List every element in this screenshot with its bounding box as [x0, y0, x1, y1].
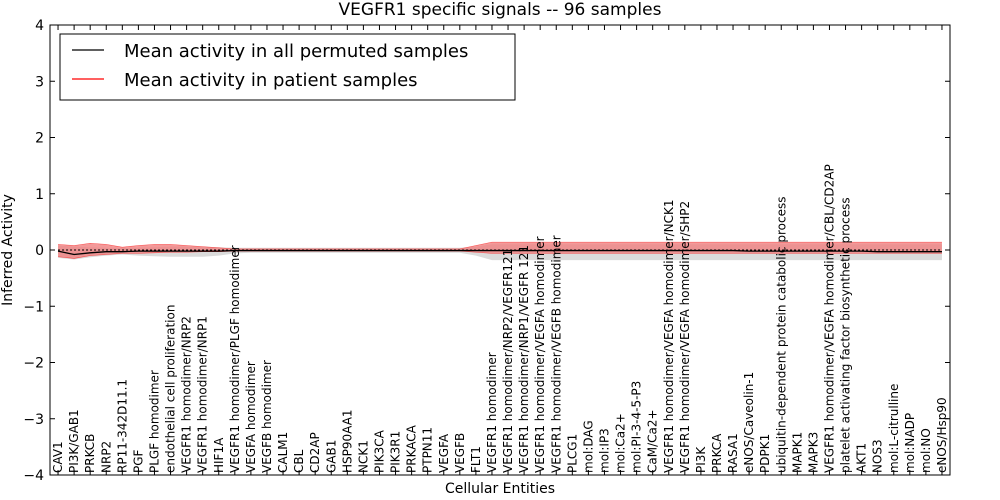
x-tick-label: PIK3R1	[389, 431, 403, 473]
x-tick-label: NCK1	[356, 440, 370, 473]
x-tick-label: VEGFR1 homodimer/VEGFB homodimer	[549, 235, 563, 473]
x-tick-label: AKT1	[855, 443, 869, 473]
legend-label-permuted: Mean activity in all permuted samples	[124, 41, 468, 62]
x-tick-label: PLCG1	[565, 434, 579, 473]
x-tick-label: RP11-342D11.1	[115, 379, 129, 473]
x-tick-label: PLGF homodimer	[147, 370, 161, 473]
x-tick-label: mol:DAG	[581, 420, 595, 473]
y-tick-label: 0	[35, 243, 44, 259]
x-tick-label: eNOS/Hsp90	[935, 397, 949, 473]
x-tick-label: PRKCB	[83, 434, 97, 473]
x-tick-label: VEGFR1 homodimer/VEGFA homodimer/CBL/CD2…	[822, 164, 836, 473]
y-tick-label: 1	[35, 187, 44, 203]
x-tick-label: PTPN11	[421, 427, 435, 473]
x-tick-label: CaM/Ca2+	[646, 409, 660, 473]
x-tick-label: VEGFR1 homodimer/NRP2	[180, 316, 194, 473]
x-tick-label: mol:NADP	[903, 413, 917, 473]
x-tick-label: NRP2	[99, 441, 113, 473]
x-tick-label: PRKCA	[710, 433, 724, 473]
x-tick-label: CALM1	[276, 432, 290, 473]
x-tick-label: VEGFA	[437, 433, 451, 473]
x-tick-label: VEGFR1 homodimer/VEGFA homodimer/NCK1	[662, 199, 676, 473]
x-tick-label: NOS3	[871, 439, 885, 473]
x-tick-label: PRKACA	[405, 424, 419, 473]
patient-upper-edge	[58, 241, 942, 250]
x-tick-label: MAPK3	[806, 432, 820, 473]
y-tick-label: 3	[35, 74, 44, 90]
x-tick-label: mol:Ca2+	[614, 413, 628, 473]
y-tick-label: 2	[35, 131, 44, 147]
x-tick-label: mol:PI-3-4-5-P3	[630, 381, 644, 473]
x-tick-label: VEGFR1 homodimer/VEGFA homodimer/SHP2	[678, 201, 692, 473]
legend: Mean activity in all permuted samples Me…	[59, 33, 516, 101]
x-tick-label: VEGFR1 homodimer/NRP1	[196, 316, 210, 473]
x-tick-label: mol:IP3	[597, 428, 611, 473]
x-tick-label: MAPK1	[790, 432, 804, 473]
x-tick-label: VEGFA homodimer	[244, 361, 258, 473]
y-axis-title: Inferred Activity	[0, 194, 16, 306]
y-tick-label: −3	[23, 412, 44, 428]
x-tick-label: VEGFR1 homodimer/VEGFA homodimer	[533, 236, 547, 473]
x-tick-label: ubiquitin-dependent protein catabolic pr…	[774, 197, 788, 473]
x-tick-label: RASA1	[726, 433, 740, 473]
y-tick-label: −4	[23, 468, 44, 484]
x-tick-label: eNOS/Caveolin-1	[742, 372, 756, 473]
x-tick-label: PDPK1	[758, 434, 772, 473]
x-tick-label: HIF1A	[212, 437, 226, 473]
x-tick-label: mol:L-citrulline	[887, 384, 901, 473]
y-tick-label: 4	[35, 18, 44, 34]
x-tick-label: FLT1	[469, 446, 483, 473]
x-tick-label: HSP90AA1	[340, 409, 354, 473]
x-tick-label: PI3K	[694, 446, 708, 473]
x-tick-label: CD2AP	[308, 432, 322, 473]
x-tick-label: PGF	[131, 449, 145, 473]
x-tick-label: VEGFR1 homodimer/NRP1/VEGFR 121	[517, 245, 531, 473]
legend-box	[59, 33, 516, 101]
x-tick-label: VEGFR1 homodimer/NRP2/VEGFR121	[501, 249, 515, 473]
x-tick-label: VEGFR1 homodimer	[485, 352, 499, 473]
x-tick-label: VEGFR1 homodimer/PLGF homodimer	[228, 245, 242, 473]
chart-title: VEGFR1 specific signals -- 96 samples	[339, 0, 662, 20]
x-tick-label: GAB1	[324, 440, 338, 473]
x-tick-label: CBL	[292, 449, 306, 473]
legend-label-patient: Mean activity in patient samples	[124, 70, 418, 91]
x-tick-label: PIK3CA	[372, 429, 386, 473]
x-tick-label: VEGFB homodimer	[260, 360, 274, 473]
y-tick-label: −1	[23, 299, 44, 315]
x-axis-title: Cellular Entities	[445, 481, 555, 497]
x-tick-label: VEGFB	[453, 433, 467, 473]
x-tick-label: mol:NO	[919, 428, 933, 473]
x-tick-label: PI3K/GAB1	[67, 409, 81, 473]
plot-area: −4 −3 −2 −1 0 1 2 3 4 CAV1 PI3K/GAB1 PRKCB NRP2 RP11-…	[23, 18, 951, 484]
x-tick-label: endothelial cell proliferation	[164, 305, 178, 473]
x-tick-label: platelet activating factor biosynthetic …	[839, 197, 853, 473]
patient-mean-line	[57, 249, 942, 256]
x-tick-label: CAV1	[51, 441, 65, 473]
y-tick-label: −2	[23, 356, 44, 372]
